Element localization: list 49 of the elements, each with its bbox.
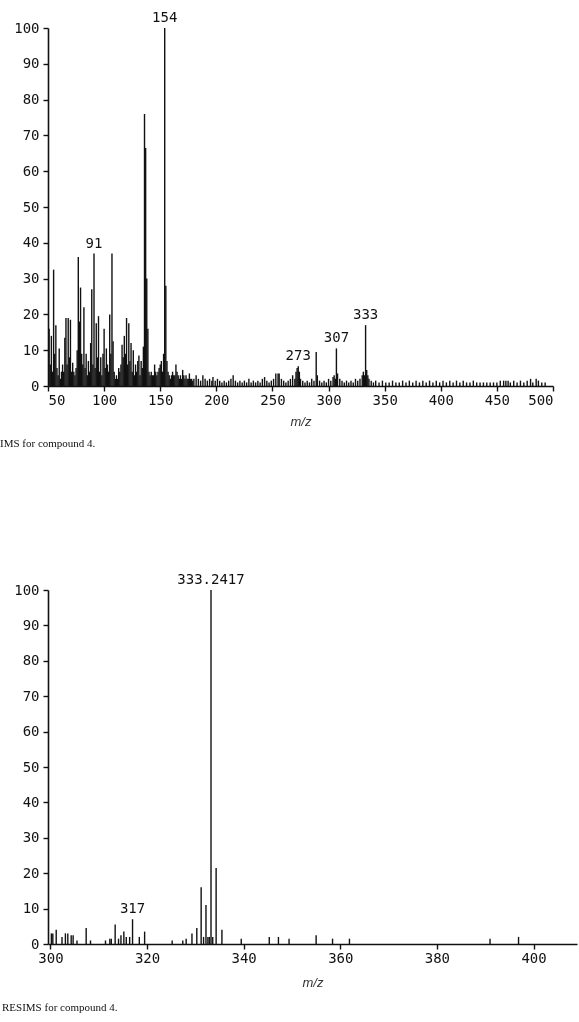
x-tick-label: 380	[424, 949, 451, 966]
y-tick-label: 20	[22, 864, 40, 881]
y-tick-label: 100	[14, 581, 40, 598]
y-tick-label: 70	[22, 126, 40, 143]
x-tick-label: 200	[204, 391, 230, 408]
x-tick-label: 300	[38, 949, 64, 966]
annotation: 307	[323, 329, 350, 346]
annotation: 333	[352, 306, 379, 323]
y-tick-label: 20	[22, 305, 40, 322]
annotation: 154	[152, 9, 178, 25]
y-tick-label: 10	[22, 900, 40, 917]
y-tick-label: 30	[22, 270, 40, 287]
text: IMS for compound 4.	[0, 437, 96, 449]
x-tick-label: 400	[428, 391, 454, 408]
x-tick-label: 400	[521, 949, 547, 966]
y-tick-label: 0	[31, 935, 40, 952]
x-tick-label: 150	[148, 391, 174, 408]
y-tick-label: 60	[22, 723, 40, 740]
x-tick-label: 350	[372, 391, 398, 408]
text: RESIMS for compound 4.	[2, 1001, 118, 1013]
y-tick-label: 10	[22, 341, 40, 358]
x-tick-label: 500	[528, 391, 554, 408]
y-tick-label: 0	[31, 377, 40, 394]
y-tick-label: 80	[22, 652, 40, 669]
y-tick-label: 90	[22, 55, 40, 72]
y-tick-label: 40	[22, 793, 40, 810]
annotation: 273	[285, 347, 311, 364]
y-tick-label: 80	[22, 91, 40, 108]
y-tick-label: 40	[22, 234, 40, 251]
x-tick-label: 320	[134, 949, 161, 966]
y-tick-label: 50	[22, 758, 40, 775]
x-tick-label: 340	[231, 949, 257, 966]
x-axis-title: m/z	[290, 413, 312, 429]
y-tick-label: 50	[22, 198, 40, 215]
annotation: 333.2417	[177, 571, 245, 587]
x-tick-label: 360	[328, 949, 354, 966]
y-tick-label: 100	[14, 19, 40, 36]
x-axis-title: m/z	[302, 974, 324, 990]
x-tick-label: 50	[48, 391, 66, 408]
x-tick-label: 100	[91, 391, 118, 408]
y-tick-label: 70	[22, 687, 40, 704]
annotation: 91	[85, 234, 103, 251]
y-tick-label: 30	[22, 829, 40, 846]
y-tick-label: 60	[22, 162, 40, 179]
x-tick-label: 250	[260, 391, 286, 408]
y-tick-label: 90	[22, 616, 40, 633]
x-tick-label: 300	[316, 391, 342, 408]
annotation: 317	[119, 900, 146, 917]
x-tick-label: 450	[484, 391, 511, 408]
